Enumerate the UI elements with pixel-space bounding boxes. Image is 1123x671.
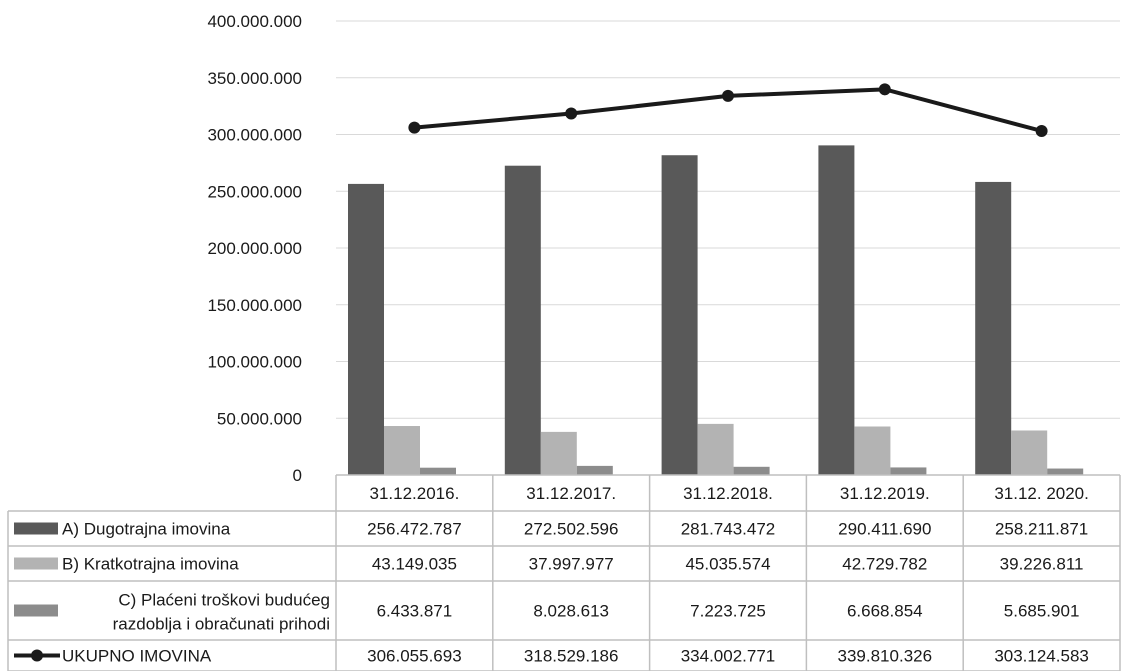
legend-key [31, 649, 43, 662]
data-label: 281.743.472 [681, 520, 776, 539]
y-tick-label: 200.000.000 [207, 239, 302, 258]
data-label: 290.411.690 [838, 520, 931, 539]
bar [1011, 430, 1048, 475]
category-label: 31.12.2019. [840, 484, 930, 503]
legend-key [14, 522, 58, 535]
y-tick-label: 50.000.000 [217, 409, 302, 428]
data-label: 334.002.771 [681, 647, 776, 666]
y-tick-label: 0 [293, 466, 302, 485]
total-point [565, 107, 578, 120]
y-tick-label: 350.000.000 [207, 69, 302, 88]
data-label: 37.997.977 [529, 555, 614, 574]
data-label: 339.810.326 [838, 647, 933, 666]
bar [348, 183, 384, 475]
bar [661, 155, 698, 475]
data-label: 258.211.871 [995, 520, 1088, 539]
data-label: 318.529.186 [524, 647, 619, 666]
y-tick-label: 100.000.000 [207, 353, 302, 372]
total-point [878, 83, 891, 96]
y-tick-label: 300.000.000 [207, 126, 302, 145]
bar [975, 181, 1012, 476]
bar [1047, 468, 1084, 475]
series-name: C) Plaćeni troškovi budućeg [118, 591, 330, 610]
data-label: 303.124.583 [994, 647, 1089, 666]
category-label: 31.12.2018. [683, 484, 773, 503]
bar [890, 467, 927, 475]
series-name: A) Dugotrajna imovina [62, 520, 231, 539]
data-label: 43.149.035 [372, 555, 457, 574]
category-label: 31.12.2016. [369, 484, 459, 503]
data-label: 45.035.574 [685, 555, 770, 574]
legend-key [14, 557, 58, 570]
bar [576, 465, 613, 475]
series-name: razdoblja i obračunati prihodi [113, 615, 330, 634]
category-label: 31.12.2017. [526, 484, 616, 503]
bar [504, 165, 541, 476]
data-label: 7.223.725 [690, 602, 766, 621]
data-label: 306.055.693 [367, 647, 462, 666]
total-point [408, 121, 421, 134]
data-label: 39.226.811 [1000, 555, 1084, 574]
bar [697, 423, 734, 475]
data-label: 6.668.854 [847, 602, 923, 621]
total-point [722, 89, 734, 102]
data-label: 272.502.596 [524, 520, 619, 539]
bar [854, 426, 891, 475]
bar [384, 426, 420, 475]
bar [420, 467, 456, 475]
data-label: 5.685.901 [1004, 602, 1080, 621]
y-tick-label: 400.000.000 [207, 12, 302, 31]
data-label: 6.433.871 [377, 602, 453, 621]
bar [818, 145, 855, 475]
total-point [1035, 124, 1048, 137]
bar [733, 466, 770, 475]
data-label: 42.729.782 [842, 555, 927, 574]
data-label: 8.028.613 [533, 602, 609, 621]
series-name: B) Kratkotrajna imovina [62, 555, 239, 574]
category-label: 31.12. 2020. [994, 484, 1089, 503]
y-tick-label: 250.000.000 [207, 182, 302, 201]
series-name: UKUPNO IMOVINA [62, 647, 212, 666]
bar [540, 431, 577, 475]
y-tick-label: 150.000.000 [207, 296, 302, 315]
legend-key [14, 604, 58, 617]
data-label: 256.472.787 [367, 520, 462, 539]
